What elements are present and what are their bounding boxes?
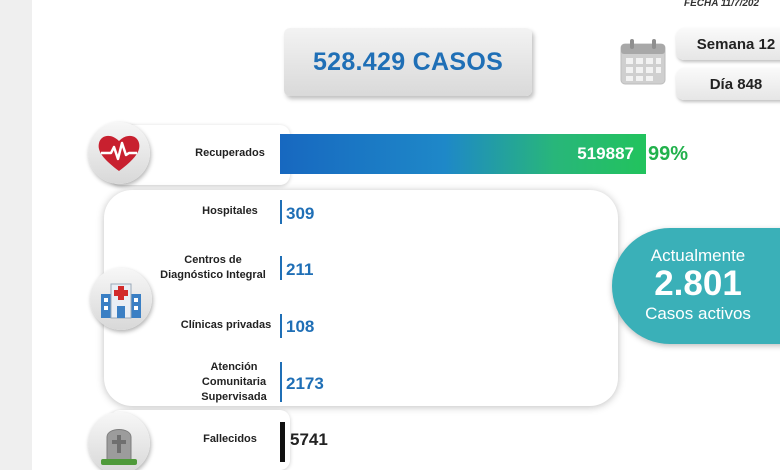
hospitales-bar — [280, 200, 282, 224]
cdi-label: Centros de Diagnóstico Integral — [160, 254, 266, 281]
cdi-bar — [280, 256, 282, 280]
recovered-percent: 99% — [648, 143, 689, 165]
acs-label: Atención Comunitaria Supervisada — [201, 361, 267, 403]
recovered-value: 519887 — [577, 144, 634, 163]
deceased-value: 5741 — [290, 430, 328, 449]
acs-value: 2173 — [286, 374, 324, 393]
day-badge: Día 848 — [676, 68, 780, 100]
active-cases-subtitle: Casos activos — [645, 304, 751, 323]
total-cases-box: 528.429 CASOS — [284, 28, 532, 96]
acs-bar — [280, 362, 282, 402]
active-cases-panel: Actualmente 2.801 Casos activos — [612, 228, 780, 344]
recovered-bar: 519887 — [280, 134, 646, 174]
active-cases-value: 2.801 — [654, 264, 742, 303]
deceased-label: Fallecidos — [203, 433, 257, 445]
clinicas-bar — [280, 314, 282, 338]
hospital-icon — [90, 268, 152, 330]
deceased-bar — [280, 422, 285, 462]
gravestone-icon — [88, 412, 150, 470]
calendar-icon — [620, 39, 666, 85]
clinicas-value: 108 — [286, 317, 315, 336]
clinicas-label: Clínicas privadas — [180, 319, 272, 331]
heart-pulse-icon — [88, 122, 150, 184]
left-margin-strip — [0, 0, 32, 470]
week-badge: Semana 12 — [676, 28, 780, 60]
hospitales-value: 309 — [286, 204, 315, 223]
hospitales-label: Hospitales — [202, 205, 258, 217]
active-cases-title: Actualmente — [650, 246, 746, 265]
total-cases-text: 528.429 CASOS — [312, 47, 504, 76]
active-breakdown-box — [104, 190, 618, 406]
date-label: FECHA 11/7/202 — [684, 0, 760, 9]
cdi-value: 211 — [286, 260, 314, 279]
recovered-label: Recuperados — [195, 147, 265, 159]
